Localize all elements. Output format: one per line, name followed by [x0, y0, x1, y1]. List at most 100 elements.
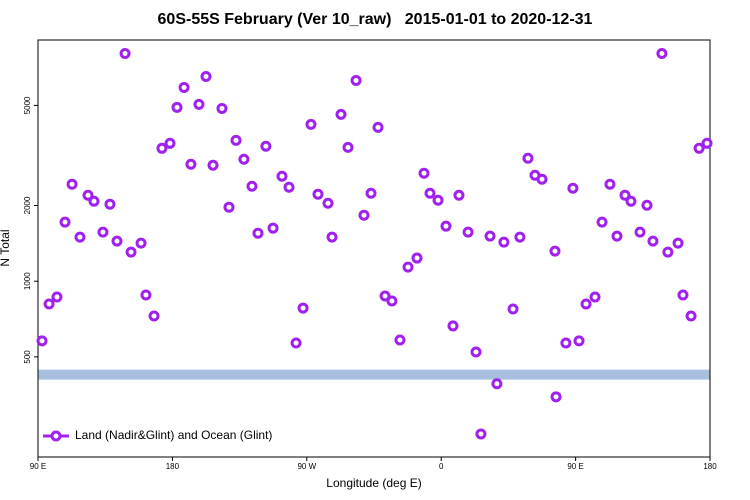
x-axis-label: Longitude (deg E) — [326, 476, 421, 490]
point — [66, 178, 78, 190]
point — [305, 118, 317, 130]
point — [589, 291, 601, 303]
point — [662, 246, 674, 258]
point — [567, 182, 579, 194]
point — [536, 173, 548, 185]
point — [693, 142, 705, 154]
point — [641, 199, 653, 211]
point — [297, 302, 309, 314]
point — [290, 337, 302, 349]
point — [522, 152, 534, 164]
point — [625, 195, 637, 207]
chart-title: 60S-55S February (Ver 10_raw) 2015-01-01… — [158, 11, 593, 28]
point — [596, 216, 608, 228]
point — [656, 48, 668, 60]
legend-marker — [50, 430, 62, 442]
point — [491, 378, 503, 390]
point — [611, 230, 623, 242]
x-tick-label: 90 E — [30, 462, 46, 471]
point — [418, 167, 430, 179]
point — [573, 335, 585, 347]
point — [207, 159, 219, 171]
point — [647, 235, 659, 247]
point — [283, 181, 295, 193]
y-tick-label: 5000 — [23, 96, 32, 114]
point — [701, 137, 713, 149]
point — [634, 226, 646, 238]
point — [238, 153, 250, 165]
point — [74, 231, 86, 243]
point — [335, 108, 347, 120]
point — [178, 81, 190, 93]
point — [604, 178, 616, 190]
point — [685, 310, 697, 322]
point — [394, 334, 406, 346]
point — [111, 235, 123, 247]
point — [200, 70, 212, 82]
y-tick-label: 1000 — [23, 272, 32, 290]
point — [171, 101, 183, 113]
point — [498, 236, 510, 248]
point — [514, 231, 526, 243]
point — [104, 198, 116, 210]
point — [619, 189, 631, 201]
point — [276, 170, 288, 182]
point — [411, 252, 423, 264]
x-tick-label: 180 — [166, 462, 180, 471]
point — [326, 231, 338, 243]
point — [549, 245, 561, 257]
x-tick-label: 90 E — [567, 462, 583, 471]
x-tick-label: 90 W — [297, 462, 316, 471]
point — [267, 222, 279, 234]
point — [156, 142, 168, 154]
point — [125, 246, 137, 258]
point — [260, 140, 272, 152]
point — [230, 134, 242, 146]
point — [432, 194, 444, 206]
y-tick-label: 500 — [23, 350, 32, 364]
point — [580, 298, 592, 310]
point — [36, 335, 48, 347]
point — [342, 141, 354, 153]
point — [358, 209, 370, 221]
point — [140, 289, 152, 301]
point — [475, 428, 487, 440]
plot-frame — [37, 39, 711, 458]
point — [365, 187, 377, 199]
point — [312, 188, 324, 200]
point — [119, 48, 131, 60]
point — [672, 237, 684, 249]
point — [88, 195, 100, 207]
point — [379, 290, 391, 302]
point — [402, 261, 414, 273]
point — [677, 289, 689, 301]
x-tick-label: 0 — [439, 462, 444, 471]
point — [185, 158, 197, 170]
point — [148, 310, 160, 322]
point — [223, 201, 235, 213]
point — [550, 391, 562, 403]
point — [453, 189, 465, 201]
point — [470, 346, 482, 358]
point — [252, 227, 264, 239]
point — [424, 187, 436, 199]
legend-label: Land (Nadir&Glint) and Ocean (Glint) — [75, 428, 272, 442]
x-tick-label: 180 — [703, 462, 717, 471]
point — [59, 216, 71, 228]
point — [322, 197, 334, 209]
point — [507, 303, 519, 315]
point — [440, 220, 452, 232]
point — [386, 295, 398, 307]
point — [97, 226, 109, 238]
point — [560, 337, 572, 349]
point — [350, 74, 362, 86]
y-axis-label: N Total — [0, 229, 12, 266]
point — [462, 226, 474, 238]
point — [135, 237, 147, 249]
point — [164, 137, 176, 149]
point — [193, 98, 205, 110]
point — [246, 180, 258, 192]
point — [484, 230, 496, 242]
